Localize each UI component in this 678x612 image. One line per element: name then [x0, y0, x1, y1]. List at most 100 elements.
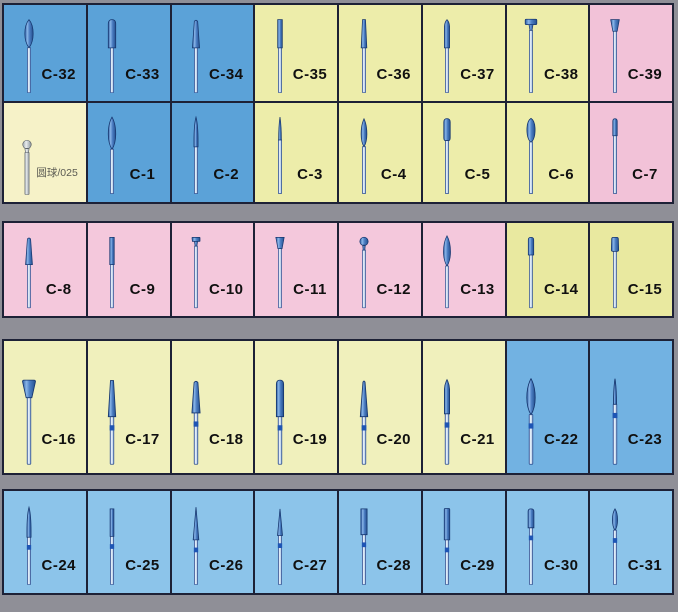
bur-cell-c-39: C-39: [588, 5, 672, 101]
bur-image-c-37: [444, 19, 451, 93]
bur-cell-c-35: C-35: [253, 5, 337, 101]
bur-code-label-c-15: C-15: [627, 281, 663, 299]
bur-code-label-c-16: C-16: [41, 430, 77, 448]
bur-image-c-38: [524, 18, 538, 93]
bur-code-label-c-21: C-21: [460, 430, 495, 448]
bur-image-c-23: [612, 378, 618, 465]
bur-grid: C-32 C-33 C-34 C-35 C-36 C-37 C-38 C-39 圆球/025 C-…: [2, 3, 674, 595]
bur-cell-c-36: C-36: [337, 5, 421, 101]
bur-code-label-c-13: C-13: [460, 281, 495, 299]
bur-cell-c-34: C-34: [169, 5, 254, 101]
bur-cell-c-25: C-25: [85, 491, 170, 593]
bur-code-label-c-38: C-38: [544, 65, 579, 83]
bur-cell-round-ball-025: 圆球/025: [4, 103, 86, 202]
bur-cell-c-1: C-1: [85, 103, 170, 202]
bur-cell-c-7: C-7: [588, 103, 672, 202]
bur-image-c-26: [192, 507, 200, 585]
bur-code-label-c-20: C-20: [376, 430, 412, 448]
bur-code-label-c-3: C-3: [297, 166, 323, 184]
bur-cell-c-30: C-30: [504, 491, 589, 593]
bur-code-label-c-32: C-32: [41, 65, 77, 83]
bur-cell-c-2: C-2: [169, 103, 254, 202]
bur-image-c-22: [526, 377, 536, 465]
bur-cell-c-5: C-5: [420, 103, 505, 202]
bur-cell-c-18: C-18: [169, 341, 254, 473]
bur-code-label-c-11: C-11: [293, 281, 327, 299]
bur-cell-c-15: C-15: [588, 223, 672, 316]
bur-cell-c-26: C-26: [169, 491, 254, 593]
bur-image-c-31: [611, 508, 618, 585]
bur-code-label-c-12: C-12: [376, 281, 412, 299]
bur-code-label-c-4: C-4: [380, 166, 407, 184]
bur-image-c-19: [275, 379, 284, 465]
bur-image-c-25: [109, 508, 115, 585]
row-1: C-32 C-33 C-34 C-35 C-36 C-37 C-38 C-39: [2, 3, 674, 103]
bur-image-c-7: [612, 118, 618, 194]
bur-image-c-20: [359, 380, 368, 465]
bur-image-c-34: [192, 19, 200, 93]
bur-image-c-12: [358, 236, 369, 309]
bur-image-c-27: [276, 508, 283, 585]
bur-cell-c-4: C-4: [337, 103, 421, 202]
bur-code-label-c-35: C-35: [292, 65, 328, 83]
bur-cell-c-33: C-33: [85, 5, 170, 101]
bur-image-c-35: [277, 19, 283, 93]
bur-code-label-c-34: C-34: [209, 65, 244, 83]
bur-image-c-13: [443, 235, 452, 309]
bur-code-label-c-18: C-18: [209, 430, 244, 448]
bur-image-c-11: [275, 237, 285, 309]
bur-code-label-c-26: C-26: [209, 556, 244, 574]
bur-cell-c-32: C-32: [4, 5, 86, 101]
bur-code-label-c-37: C-37: [460, 65, 495, 83]
bur-image-round-ball-025: [22, 140, 32, 195]
row-5: C-24 C-25 C-26 C-27 C-28 C-29 C-30 C-31: [2, 489, 674, 595]
bur-cell-c-16: C-16: [4, 341, 86, 473]
bur-image-c-5: [443, 118, 451, 194]
row-3: C-8 C-9 C-10 C-11 C-12 C-13 C-14 C-15: [2, 221, 674, 318]
bur-image-c-14: [527, 237, 535, 309]
bur-cell-c-37: C-37: [420, 5, 505, 101]
bur-image-c-10: [191, 237, 201, 309]
bur-cell-c-38: C-38: [504, 5, 589, 101]
bur-label-round-ball-025: 圆球/025: [36, 167, 78, 180]
bur-cell-c-24: C-24: [4, 491, 86, 593]
bur-cell-c-28: C-28: [337, 491, 421, 593]
bur-cell-c-27: C-27: [253, 491, 337, 593]
bur-cell-c-17: C-17: [85, 341, 170, 473]
bur-cell-c-21: C-21: [420, 341, 505, 473]
bur-code-label-c-27: C-27: [292, 556, 328, 574]
bur-image-c-39: [610, 19, 620, 93]
bur-image-c-30: [527, 508, 535, 585]
bur-cell-c-13: C-13: [420, 223, 505, 316]
bur-code-label-c-31: C-31: [627, 556, 663, 574]
bur-code-label-c-1: C-1: [129, 166, 156, 184]
bur-cell-c-3: C-3: [253, 103, 337, 202]
bur-image-c-18: [191, 380, 201, 465]
bur-cell-c-31: C-31: [588, 491, 672, 593]
bur-cell-c-22: C-22: [504, 341, 589, 473]
bur-image-c-17: [108, 380, 117, 465]
bur-image-c-8: [24, 237, 33, 309]
bur-code-label-c-8: C-8: [45, 281, 72, 299]
bur-code-label-c-6: C-6: [548, 166, 575, 184]
bur-code-label-c-33: C-33: [125, 65, 160, 83]
bur-image-c-15: [610, 237, 619, 309]
bur-code-label-c-7: C-7: [632, 166, 658, 184]
bur-image-c-24: [26, 505, 31, 585]
bur-image-c-36: [360, 19, 367, 93]
bur-image-c-33: [108, 19, 117, 93]
bur-image-c-6: [526, 117, 536, 194]
bur-image-c-4: [360, 117, 367, 194]
bur-code-label-c-9: C-9: [129, 281, 156, 299]
bur-image-c-2: [193, 115, 199, 194]
bur-cell-c-29: C-29: [420, 491, 505, 593]
bur-code-label-c-19: C-19: [292, 430, 328, 448]
bur-cell-c-14: C-14: [504, 223, 589, 316]
bur-cell-c-10: C-10: [169, 223, 254, 316]
bur-code-label-c-14: C-14: [544, 281, 579, 299]
bur-code-label-c-36: C-36: [376, 65, 412, 83]
bur-cell-c-23: C-23: [588, 341, 672, 473]
bur-image-c-1: [108, 116, 117, 194]
bur-image-c-28: [360, 508, 367, 585]
